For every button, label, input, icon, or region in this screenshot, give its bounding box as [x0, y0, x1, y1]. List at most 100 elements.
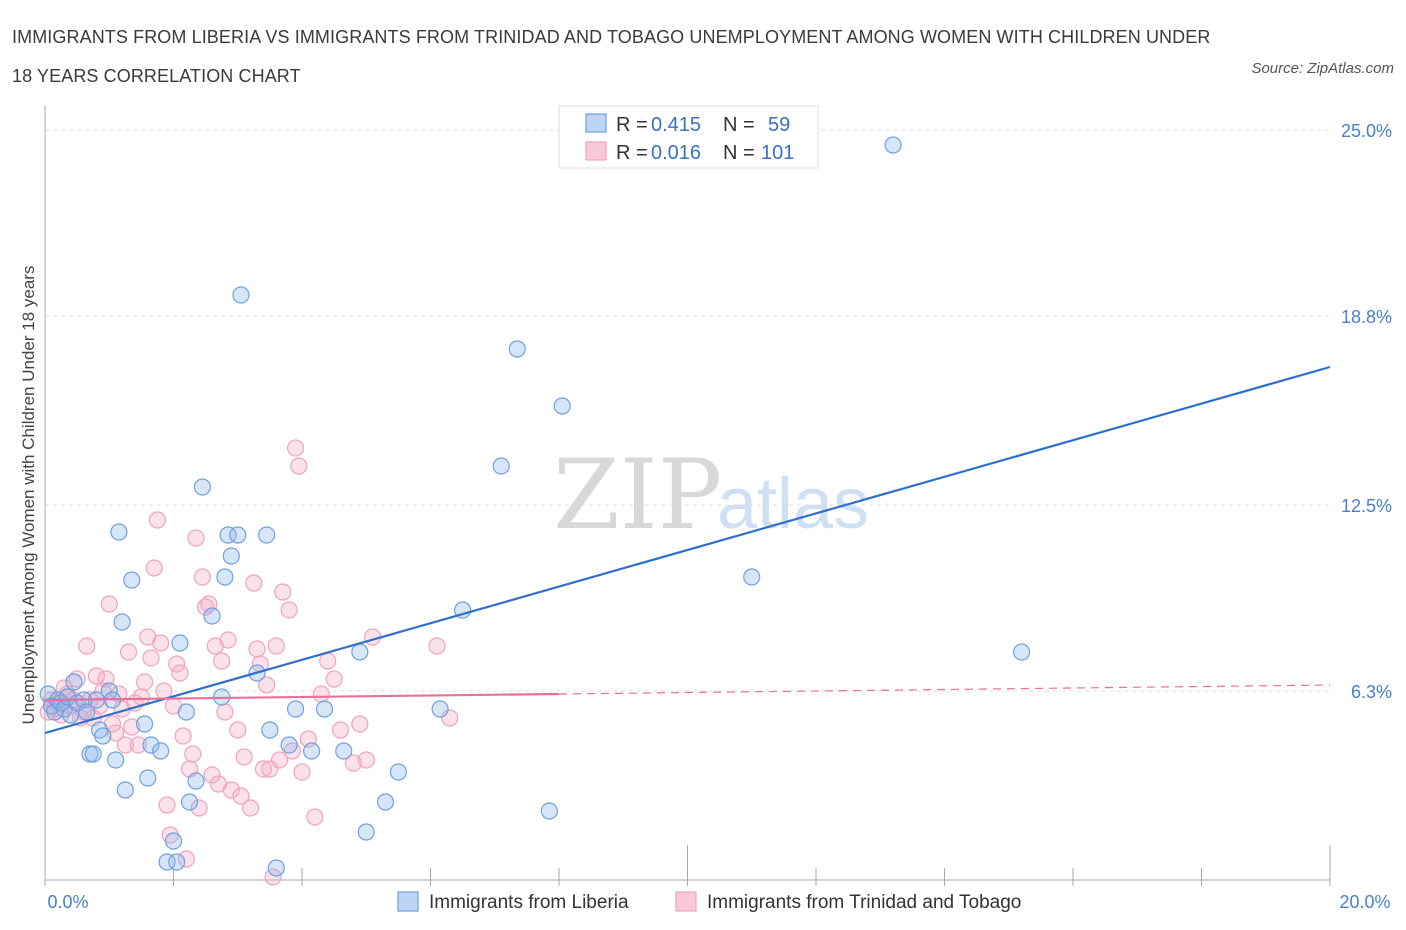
point-trinidad-34	[148, 511, 167, 529]
point-trinidad-54	[213, 652, 231, 670]
point-trinidad-47	[190, 799, 208, 817]
trend-line-liberia	[44, 365, 1331, 735]
point-trinidad-25	[119, 643, 138, 661]
point-trinidad-19	[100, 595, 118, 613]
point-liberia-40	[222, 547, 240, 565]
point-trinidad-32	[142, 649, 160, 667]
point-trinidad-66	[258, 676, 276, 694]
bottom-legend-label-trinidad: Immigrants from Trinidad and Tobago	[707, 892, 1021, 913]
point-liberia-33	[180, 793, 199, 811]
point-liberia-16	[94, 727, 112, 745]
point-liberia-27	[152, 742, 170, 760]
y-tick-label-1: 12.5%	[1341, 496, 1392, 516]
point-liberia-22	[116, 781, 134, 799]
point-trinidad-56	[219, 631, 237, 649]
axes	[44, 105, 1331, 886]
point-liberia-24	[135, 715, 154, 733]
point-trinidad-87	[428, 637, 446, 655]
point-trinidad-48	[193, 568, 212, 586]
point-liberia-64	[1012, 643, 1031, 661]
point-liberia-21	[113, 613, 131, 631]
point-liberia-59	[508, 340, 526, 358]
point-trinidad-65	[254, 760, 273, 778]
point-trinidad-51	[203, 766, 221, 784]
bottom-legend-swatch-liberia	[397, 891, 419, 912]
point-trinidad-62	[245, 574, 263, 592]
point-liberia-63	[884, 136, 902, 154]
chart-title: IMMIGRANTS FROM LIBERIA VS IMMIGRANTS FR…	[12, 27, 1211, 86]
point-liberia-41	[229, 526, 247, 544]
point-liberia-29	[164, 832, 183, 850]
trend-line-trinidad	[44, 692, 560, 702]
point-liberia-60	[540, 802, 558, 820]
point-liberia-61	[553, 397, 571, 415]
y-tick-label-0: 6.3%	[1351, 682, 1392, 702]
point-trinidad-58	[229, 721, 247, 739]
point-trinidad-71	[274, 583, 292, 601]
trend-lines	[44, 365, 1331, 735]
point-trinidad-43	[177, 850, 195, 868]
point-liberia-55	[389, 763, 407, 781]
y-tick-label-2: 18.8%	[1341, 307, 1392, 327]
y-tick-label-3: 25.0%	[1341, 121, 1392, 141]
legend-r-label-2: R =	[616, 142, 648, 164]
point-liberia-30	[168, 853, 186, 871]
point-trinidad-40	[168, 655, 186, 673]
point-liberia-53	[357, 823, 375, 841]
point-trinidad-70	[270, 751, 289, 769]
point-trinidad-12	[78, 637, 96, 655]
point-trinidad-74	[286, 439, 305, 457]
point-liberia-25	[139, 769, 157, 787]
point-trinidad-85	[357, 751, 375, 769]
legend-swatch-trinidad	[585, 141, 607, 161]
point-trinidad-75	[290, 457, 308, 475]
point-trinidad-35	[152, 634, 170, 652]
point-liberia-8	[65, 673, 83, 691]
point-trinidad-60	[235, 748, 253, 766]
legend-r-label-1: R =	[616, 114, 648, 136]
point-trinidad-42	[174, 727, 192, 745]
point-trinidad-68	[264, 868, 282, 886]
watermark-zip: ZIP	[553, 439, 722, 551]
point-trinidad-81	[325, 670, 343, 688]
point-trinidad-30	[135, 673, 154, 691]
point-liberia-6	[58, 688, 77, 706]
point-liberia-36	[203, 607, 221, 625]
trend-line-trinidad-extension	[558, 684, 1331, 695]
point-trinidad-37	[158, 796, 176, 814]
point-trinidad-63	[248, 640, 266, 658]
point-trinidad-72	[280, 601, 298, 619]
point-liberia-35	[193, 478, 212, 496]
point-liberia-19	[107, 751, 125, 769]
legend-swatch-liberia	[585, 113, 607, 133]
point-liberia-52	[351, 643, 369, 661]
point-trinidad-15	[87, 667, 106, 685]
point-liberia-28	[158, 853, 176, 871]
point-trinidad-46	[187, 529, 205, 547]
point-liberia-47	[280, 736, 298, 754]
point-liberia-58	[492, 457, 510, 475]
point-trinidad-41	[171, 664, 189, 682]
point-liberia-38	[216, 568, 234, 586]
point-liberia-32	[177, 703, 195, 721]
x-tick-label-min: 0.0%	[47, 892, 88, 912]
legend-r-value-1: 0.415	[651, 114, 701, 136]
point-liberia-31	[171, 634, 189, 652]
point-liberia-46	[267, 859, 285, 877]
point-liberia-39	[219, 526, 237, 544]
point-trinidad-80	[319, 652, 337, 670]
legend-n-value-1: 59	[768, 114, 790, 136]
legend-n-label-1: N =	[723, 114, 755, 136]
point-liberia-50	[315, 700, 334, 718]
series-trinidad-points	[39, 439, 459, 886]
point-liberia-13	[84, 745, 102, 763]
point-trinidad-59	[232, 787, 250, 805]
point-liberia-44	[258, 526, 276, 544]
point-trinidad-33	[145, 559, 163, 577]
point-trinidad-55	[216, 703, 234, 721]
point-trinidad-61	[242, 799, 260, 817]
point-liberia-54	[376, 793, 395, 811]
point-trinidad-69	[267, 637, 285, 655]
legend-r-value-2: 0.016	[651, 142, 701, 164]
